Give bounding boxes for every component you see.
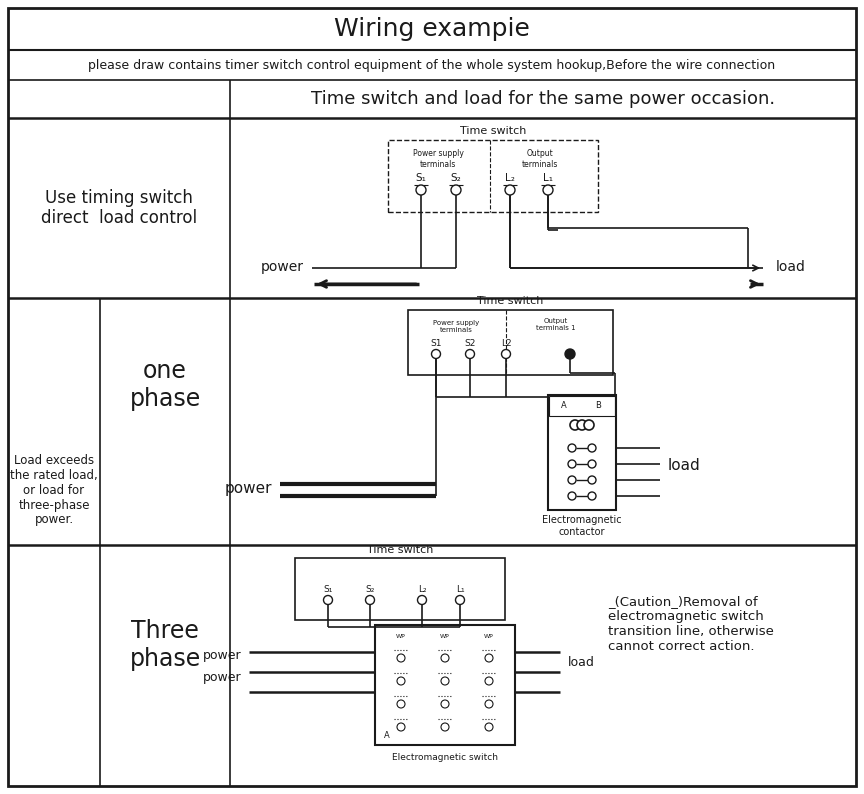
- Text: S₁: S₁: [323, 584, 333, 593]
- Text: S2: S2: [464, 338, 476, 348]
- Text: Time switch and load for the same power occasion.: Time switch and load for the same power …: [311, 90, 775, 108]
- Text: power: power: [202, 649, 241, 661]
- Text: S₂: S₂: [365, 584, 375, 593]
- Text: L₂: L₂: [417, 584, 426, 593]
- Circle shape: [501, 349, 511, 359]
- Circle shape: [588, 476, 596, 484]
- Circle shape: [466, 349, 474, 359]
- Text: WP: WP: [484, 634, 494, 639]
- Circle shape: [588, 460, 596, 468]
- Circle shape: [577, 420, 587, 430]
- Text: A: A: [561, 402, 567, 410]
- Text: WP: WP: [396, 634, 406, 639]
- Bar: [548, 395, 616, 510]
- Text: S1: S1: [430, 338, 442, 348]
- Text: power: power: [202, 672, 241, 684]
- Text: Time switch: Time switch: [460, 126, 526, 136]
- Text: load: load: [776, 260, 806, 274]
- Circle shape: [441, 654, 449, 662]
- Text: Output
terminals: Output terminals: [522, 149, 558, 168]
- Circle shape: [485, 654, 493, 662]
- Text: Power supply
terminals: Power supply terminals: [413, 149, 463, 168]
- Bar: [375, 625, 515, 745]
- Text: one
phase: one phase: [130, 359, 200, 411]
- Circle shape: [441, 700, 449, 708]
- Text: Electromagnetic
contactor: Electromagnetic contactor: [543, 515, 622, 537]
- Bar: [388, 140, 598, 212]
- Text: L₂: L₂: [505, 173, 515, 183]
- Circle shape: [397, 654, 405, 662]
- Circle shape: [565, 349, 575, 359]
- Text: B: B: [595, 402, 601, 410]
- Text: Wiring exampie: Wiring exampie: [334, 17, 530, 41]
- Text: Time switch: Time switch: [477, 296, 543, 306]
- Circle shape: [485, 700, 493, 708]
- Circle shape: [397, 677, 405, 685]
- Circle shape: [455, 596, 465, 604]
- Circle shape: [441, 677, 449, 685]
- Text: Load exceeds
the rated load,
or load for
three-phase
power.: Load exceeds the rated load, or load for…: [10, 453, 98, 526]
- Circle shape: [451, 185, 461, 195]
- Circle shape: [568, 444, 576, 452]
- Text: S₂: S₂: [451, 173, 461, 183]
- Bar: [295, 558, 505, 620]
- Circle shape: [365, 596, 374, 604]
- Text: A: A: [384, 730, 390, 739]
- Text: S₁: S₁: [416, 173, 427, 183]
- Circle shape: [417, 596, 427, 604]
- Circle shape: [588, 444, 596, 452]
- Text: Output
terminals 1: Output terminals 1: [537, 318, 575, 330]
- Text: WP: WP: [440, 634, 450, 639]
- Bar: [549, 396, 615, 416]
- Bar: [408, 310, 613, 375]
- Circle shape: [570, 420, 580, 430]
- Text: power: power: [225, 481, 272, 496]
- Circle shape: [397, 700, 405, 708]
- Text: Three
phase: Three phase: [130, 619, 200, 671]
- Circle shape: [588, 492, 596, 500]
- Circle shape: [397, 723, 405, 731]
- Text: load: load: [668, 457, 701, 472]
- Text: Power supply
terminals: Power supply terminals: [433, 321, 480, 333]
- Circle shape: [543, 185, 553, 195]
- Circle shape: [584, 420, 594, 430]
- Circle shape: [323, 596, 333, 604]
- Text: Time switch: Time switch: [367, 545, 433, 555]
- Circle shape: [441, 723, 449, 731]
- Text: _(Caution_)Removal of
electromagnetic switch
transition line, otherwise
cannot c: _(Caution_)Removal of electromagnetic sw…: [608, 595, 774, 653]
- Text: please draw contains timer switch control equipment of the whole system hookup,B: please draw contains timer switch contro…: [88, 59, 776, 71]
- Circle shape: [568, 460, 576, 468]
- Circle shape: [416, 185, 426, 195]
- Text: L₁: L₁: [455, 584, 464, 593]
- Circle shape: [505, 185, 515, 195]
- Text: Use timing switch
direct  load control: Use timing switch direct load control: [41, 189, 197, 227]
- Circle shape: [485, 723, 493, 731]
- Circle shape: [568, 492, 576, 500]
- Text: load: load: [568, 656, 595, 669]
- Circle shape: [568, 476, 576, 484]
- Text: Electromagnetic switch: Electromagnetic switch: [392, 753, 498, 761]
- Text: power: power: [261, 260, 304, 274]
- Circle shape: [431, 349, 441, 359]
- Text: L₁: L₁: [543, 173, 553, 183]
- Text: L2: L2: [500, 338, 511, 348]
- Circle shape: [485, 677, 493, 685]
